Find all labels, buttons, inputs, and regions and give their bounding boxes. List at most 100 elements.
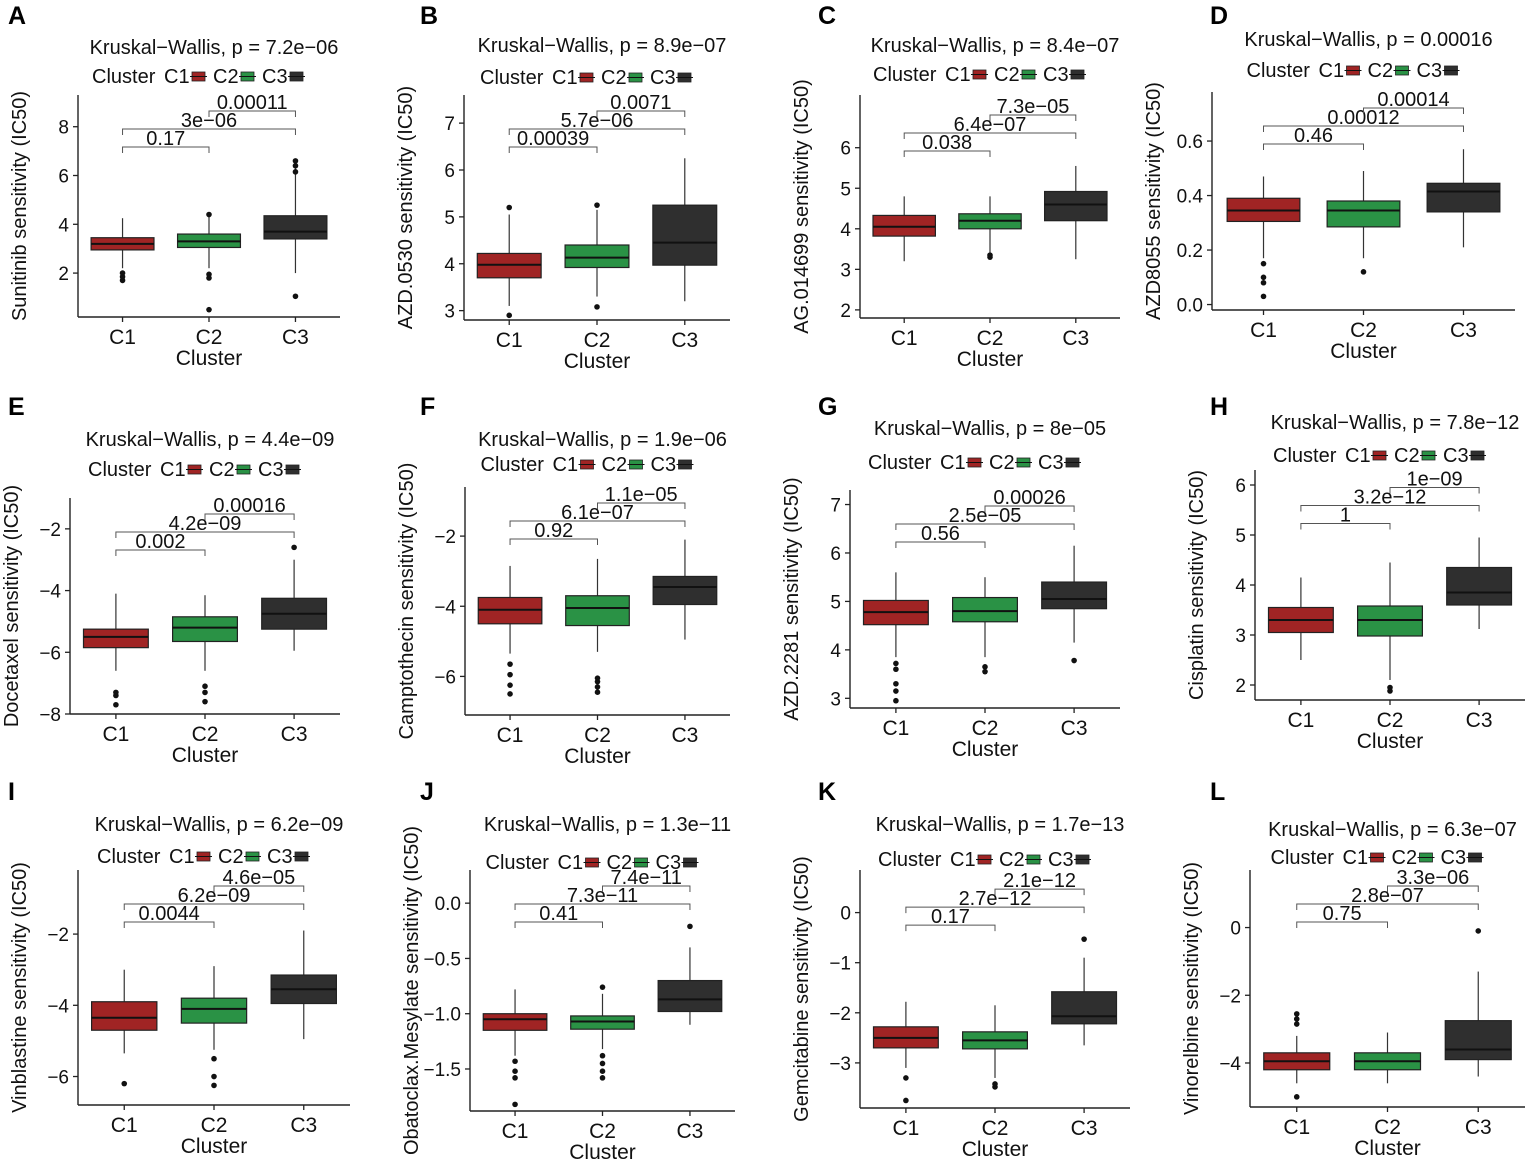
y-axis-label: Vinblastine sensitivity (IC50) [9, 862, 31, 1113]
legend-label: C3 [258, 459, 284, 481]
y-axis-label: Sunitinib sensitivity (IC50) [9, 91, 31, 321]
box-c1 [872, 196, 937, 262]
significance-bracket [509, 538, 598, 545]
legend-label: C1 [945, 64, 971, 86]
outlier-point [113, 701, 119, 708]
x-axis-label: Cluster [564, 745, 631, 768]
y-tick-label: 5 [444, 208, 455, 229]
y-tick-label: 4 [444, 255, 455, 276]
p-value-label: 6.2e−09 [178, 885, 251, 907]
x-axis-label: Cluster [962, 1138, 1029, 1161]
p-value-label: 0.00026 [993, 487, 1065, 509]
x-axis-label: Cluster [952, 738, 1019, 761]
legend-label: C2 [602, 454, 628, 476]
x-tick-label: C1 [502, 1120, 529, 1143]
chart-title: Kruskal−Wallis, p = 1.3e−11 [484, 814, 731, 836]
legend-label: C3 [651, 454, 677, 476]
outlier-point [982, 664, 988, 670]
chart-title: Kruskal−Wallis, p = 6.3e−07 [1268, 819, 1517, 841]
box-c2 [958, 196, 1022, 260]
legend-label: C1 [553, 454, 579, 476]
x-axis-label: Cluster [176, 347, 243, 370]
y-tick-label: 6 [840, 139, 851, 160]
box-body [564, 244, 630, 269]
legend: Cluster C1 C2 C3 [878, 849, 1091, 871]
p-value-label: 7.3e−05 [996, 96, 1069, 118]
outlier-point [594, 689, 601, 695]
significance-bracket [514, 903, 691, 910]
legend-label: C1 [169, 846, 195, 868]
outlier-point [292, 162, 299, 169]
outlier-point [507, 682, 513, 688]
box-c1 [90, 969, 158, 1087]
significance-bracket [123, 921, 215, 928]
panel-letter: B [420, 2, 438, 30]
legend-label: C2 [989, 452, 1015, 474]
box-c2 [565, 558, 630, 695]
p-value-label: 5.7e−06 [561, 110, 634, 132]
outlier-point [594, 304, 600, 310]
x-axis-label: Cluster [957, 348, 1024, 371]
significance-bracket [895, 541, 986, 548]
box-c2 [1353, 1032, 1422, 1084]
x-tick-label: C3 [290, 1114, 317, 1137]
p-value-label: 7.4e−11 [611, 867, 682, 889]
significance-bracket [895, 523, 1075, 530]
significance-bracket [602, 885, 691, 892]
panel-letter: A [8, 2, 26, 30]
box-c3 [1041, 545, 1108, 664]
outlier-point [512, 1058, 518, 1065]
outlier-point [506, 204, 513, 211]
outlier-point [1293, 1016, 1300, 1022]
outlier-point [1360, 269, 1367, 275]
box-body [657, 979, 723, 1013]
x-tick-label: C3 [282, 326, 309, 349]
panel-letter: G [818, 393, 837, 421]
box-c1 [1226, 176, 1301, 300]
box-c1 [482, 989, 548, 1108]
significance-bracket [509, 520, 686, 527]
y-axis-label: AG.014699 sensitivity (IC50) [791, 79, 813, 334]
outlier-point [987, 252, 993, 258]
box-c1 [477, 565, 543, 697]
chart-title: Kruskal−Wallis, p = 1.9e−06 [478, 429, 727, 451]
chart-title: Kruskal−Wallis, p = 8e−05 [874, 418, 1106, 440]
outlier-point [292, 293, 299, 300]
x-tick-label: C1 [109, 326, 136, 349]
legend-label: C1 [950, 849, 976, 871]
x-tick-label: C2 [1350, 319, 1377, 342]
box-body [951, 596, 1018, 623]
outlier-point [1475, 928, 1482, 934]
y-tick-label: 6 [1235, 476, 1246, 497]
legend: Cluster C1 C2 C3 [480, 67, 693, 89]
panel-letter: L [1210, 778, 1225, 806]
x-tick-label: C2 [982, 1117, 1009, 1140]
outlier-point [202, 698, 208, 705]
legend-label: C3 [650, 67, 676, 89]
y-tick-label: 8 [58, 118, 69, 139]
box-c3 [1446, 537, 1513, 629]
legend-label: C3 [267, 846, 293, 868]
x-tick-label: C1 [892, 1117, 919, 1140]
p-value-label: 3.3e−06 [1396, 867, 1469, 889]
significance-bracket [1300, 523, 1391, 530]
significance-bracket [1363, 107, 1464, 114]
x-tick-label: C2 [977, 327, 1004, 350]
p-value-label: 1.1e−05 [605, 484, 678, 506]
y-tick-label: 3 [1235, 626, 1246, 647]
y-tick-label: −2 [829, 1004, 851, 1025]
box-c2 [961, 1005, 1028, 1090]
outlier-point [1260, 279, 1267, 286]
significance-bracket [204, 513, 295, 520]
panel-letter: C [818, 2, 836, 30]
p-value-label: 0.00011 [217, 92, 288, 114]
p-value-label: 4.2e−09 [169, 513, 242, 535]
box-body [652, 204, 718, 266]
y-tick-label: 3 [840, 260, 851, 281]
box-c3 [652, 539, 718, 640]
outlier-point [599, 1068, 606, 1075]
box-body [570, 1015, 635, 1030]
p-value-label: 0.00016 [213, 495, 285, 517]
